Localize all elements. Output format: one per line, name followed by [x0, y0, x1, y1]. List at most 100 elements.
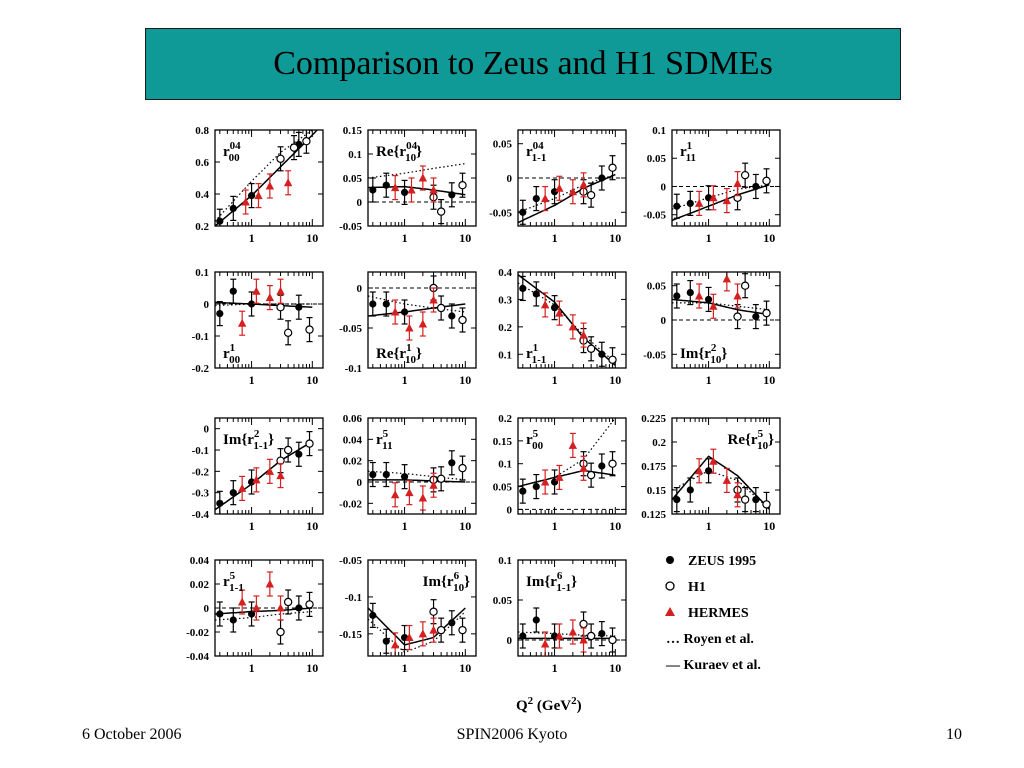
hermes-point: [694, 291, 704, 300]
x-tick-label: 10: [306, 373, 318, 387]
hermes-point: [252, 603, 261, 612]
label-sup: 1: [687, 140, 692, 152]
panel-r00-5: 0 0.05 0.1 0.15 0.2 1 10 r5 00: [493, 413, 627, 533]
hermes-point: [694, 198, 704, 207]
y-tick-label: 0.3: [498, 294, 512, 306]
y-tick-label: -0.05: [339, 221, 362, 233]
legend: ZEUS 1995 H1 HERMES … Royen et al. — Kuraev …: [665, 554, 761, 673]
y-tick-label: 0.05: [493, 595, 513, 607]
x-tick-label: 1: [402, 231, 408, 245]
hermes-point: [265, 293, 275, 302]
panel-label-r00-04: r04 00: [223, 140, 241, 164]
panel-plot-area: [672, 162, 780, 222]
zeus-point: [673, 202, 681, 210]
zeus-point: [369, 300, 377, 308]
zeus-point: [686, 199, 694, 208]
label-sup: 04: [230, 140, 242, 152]
legend-label: ZEUS 1995: [688, 554, 756, 569]
y-tick-label: 0.2: [498, 413, 512, 425]
footer-page-number: 10: [946, 726, 962, 743]
panel-plot-area: [518, 155, 626, 225]
zeus-point: [598, 350, 606, 358]
h1-point: [276, 303, 285, 312]
hermes-point: [555, 308, 564, 317]
h1-point: [586, 631, 596, 641]
zeus-point: [532, 194, 540, 203]
h1-point: [733, 312, 742, 321]
curve-royen-dotted: [368, 611, 466, 653]
zeus-point: [295, 303, 303, 311]
panel-label-im-r1-1-6: Im{r6 1-1}: [526, 570, 577, 594]
panel-label-r00-5: r5 00: [526, 428, 544, 452]
label-sub: 00: [229, 152, 241, 164]
hermes-point: [283, 178, 293, 187]
hermes-point: [709, 301, 718, 310]
h1-point: [740, 170, 750, 180]
y-tick-label: 0.2: [195, 221, 209, 233]
y-tick-label: -0.1: [345, 363, 362, 375]
x-tick-label: 1: [706, 373, 712, 387]
zeus-point: [400, 473, 409, 481]
y-tick-label: 0.05: [647, 153, 667, 165]
zeus-point: [247, 610, 256, 618]
hermes-point: [237, 597, 247, 606]
label-base: r: [751, 432, 758, 448]
x-tick-label: 10: [459, 231, 471, 245]
x-tick-label: 1: [706, 519, 712, 533]
x-tick-label: 10: [306, 519, 318, 533]
y-tick-label: -0.3: [192, 488, 210, 500]
hermes-point: [418, 319, 428, 328]
h1-point: [276, 154, 285, 163]
hermes-point: [407, 185, 416, 194]
y-tick-label: -0.2: [192, 466, 210, 478]
panel-label-re-r10-04: Re{r04 10}: [376, 140, 422, 164]
x-tick-label: 10: [763, 231, 775, 245]
hermes-point: [568, 322, 578, 331]
hermes-point: [405, 488, 414, 497]
label-base: r: [247, 432, 254, 448]
label-suffix: }: [416, 346, 422, 362]
label-sup: 04: [406, 140, 418, 152]
zeus-point: [519, 632, 527, 640]
panel-im-r1-1-6: 0 0.05 0.1 1 10 Im{r6 1-1}: [493, 555, 627, 675]
x-tick-label: 1: [402, 519, 408, 533]
panel-plot-area: [368, 163, 476, 225]
y-tick-label: 0.1: [498, 349, 512, 361]
hermes-point: [265, 181, 275, 190]
zeus-point: [229, 616, 237, 624]
label-base: r: [223, 574, 230, 590]
x-tick-label: 10: [609, 519, 621, 533]
hermes-point: [252, 475, 261, 484]
x-tick-label: 1: [706, 231, 712, 245]
hermes-point: [254, 191, 263, 200]
label-sub: 11: [382, 440, 392, 452]
h1-point: [608, 163, 617, 172]
h1-point: [762, 176, 771, 186]
title-box: Comparison to Zeus and H1 SDMEs: [145, 28, 901, 100]
zeus-point: [400, 308, 409, 316]
zeus-point: [448, 459, 456, 467]
y-tick-label: -0.15: [339, 629, 362, 641]
hermes-point: [579, 635, 588, 644]
y-tick-label: -0.05: [643, 349, 666, 361]
hermes-point: [429, 295, 438, 304]
x-axis-title-q: Q: [516, 698, 528, 714]
label-prefix: Re{: [376, 144, 399, 160]
x-axis-unit-close: ): [577, 698, 582, 714]
zeus-point: [519, 487, 527, 495]
hermes-point: [418, 173, 428, 182]
hermes-point: [555, 631, 564, 640]
panel-plot-area: [215, 431, 314, 514]
label-base: r: [399, 144, 406, 160]
hermes-point: [733, 179, 742, 188]
panel-frame: [367, 271, 477, 369]
panel-plot-area: [672, 272, 780, 330]
label-sub: 10: [757, 440, 769, 452]
label-prefix: Im{: [423, 574, 447, 590]
x-tick-label: 1: [249, 373, 255, 387]
panel-frame: [214, 129, 324, 227]
panel-plot-area: [368, 599, 467, 656]
